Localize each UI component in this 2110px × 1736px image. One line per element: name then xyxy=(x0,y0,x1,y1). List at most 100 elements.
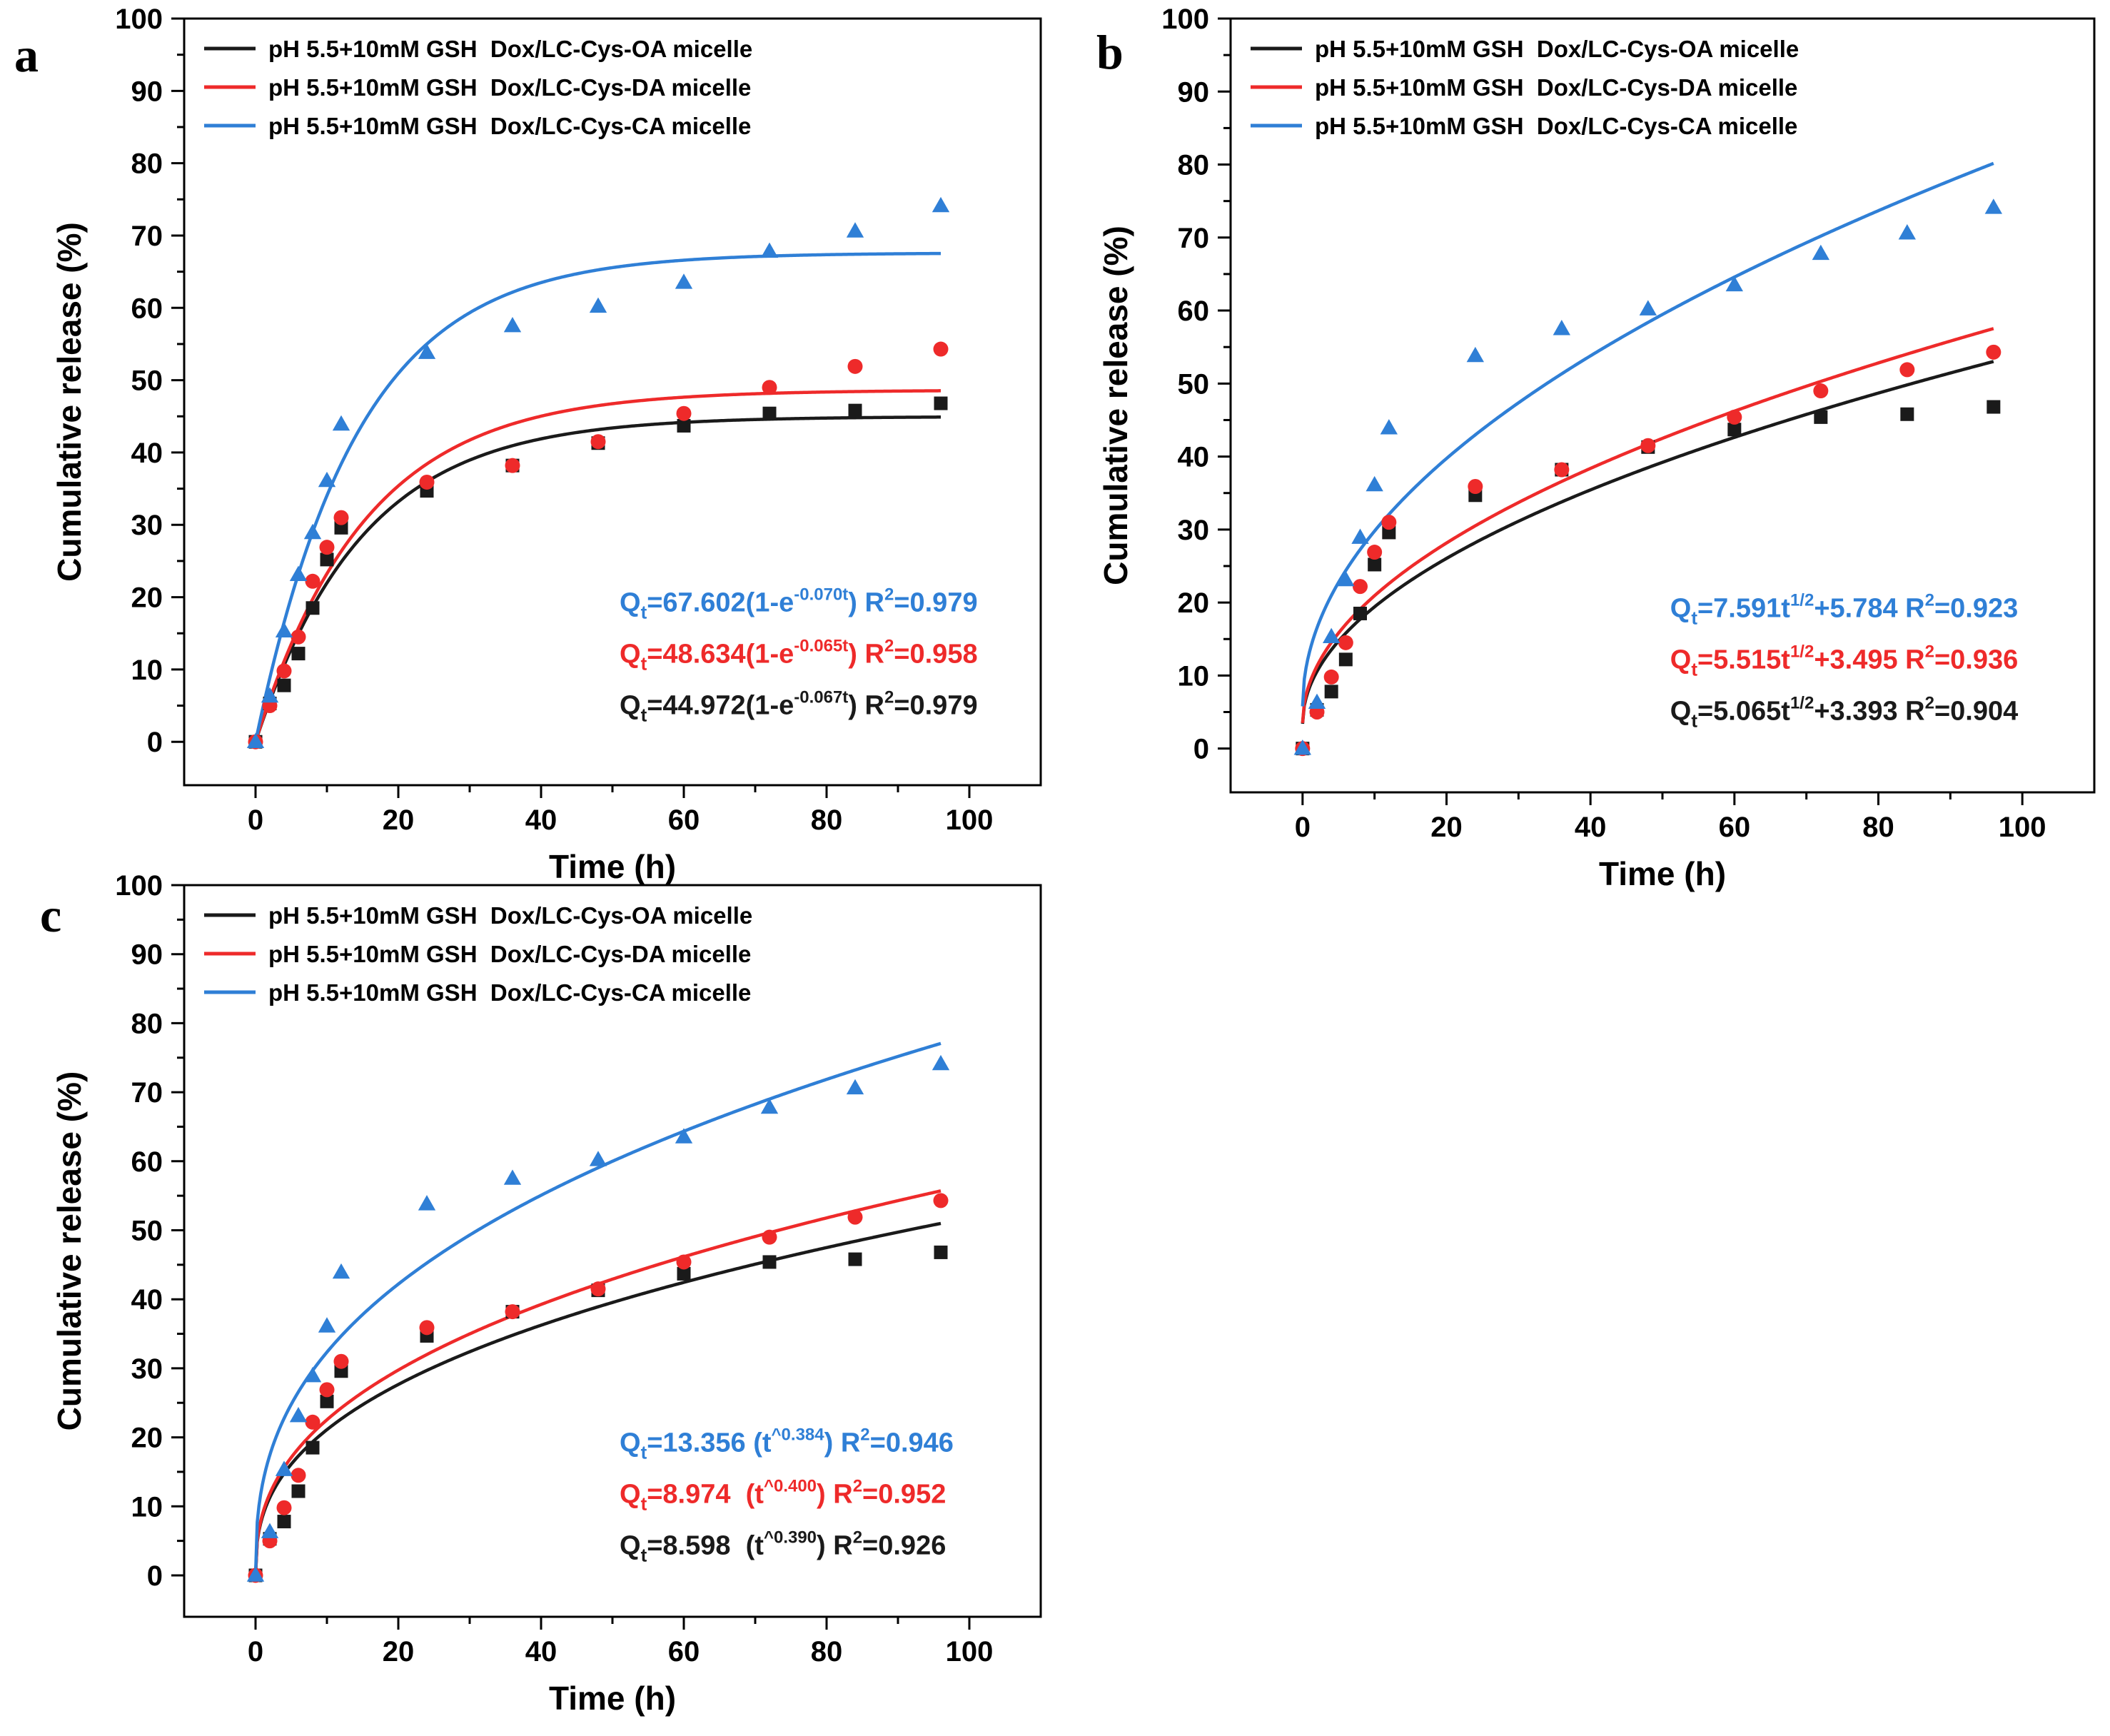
data-point-da xyxy=(847,358,863,374)
equation-part: =13.356 (t xyxy=(647,1428,772,1458)
data-point-oa xyxy=(1900,407,1914,421)
y-tick-label: 40 xyxy=(1178,442,1210,473)
y-tick-label: 30 xyxy=(131,510,163,541)
equation-part: +3.393 R xyxy=(1814,696,1924,726)
equation-part: =0.926 xyxy=(862,1530,946,1560)
data-point-da xyxy=(291,1468,306,1483)
equation-part: =48.634(1-e xyxy=(647,640,794,670)
equation-part: =0.958 xyxy=(894,640,977,670)
y-tick-label: 0 xyxy=(147,1560,163,1592)
equation-part: ) R xyxy=(848,691,884,721)
equation-part: ) R xyxy=(848,588,884,618)
data-point-da xyxy=(847,1209,863,1225)
data-point-da xyxy=(333,1353,349,1369)
y-tick-label: 20 xyxy=(131,582,163,614)
data-point-ca xyxy=(1466,346,1485,363)
data-point-da xyxy=(590,434,606,450)
data-point-oa xyxy=(934,1245,948,1259)
equation-part: 2 xyxy=(1925,590,1934,610)
data-point-ca xyxy=(1984,198,2003,214)
y-tick-label: 0 xyxy=(147,727,163,758)
equation-part: Q xyxy=(620,1428,641,1458)
data-point-ca xyxy=(932,1054,950,1071)
equation-part: 2 xyxy=(853,1476,862,1495)
data-point-oa xyxy=(1353,606,1367,620)
fit-curve-da xyxy=(253,389,942,742)
x-tick-label: 0 xyxy=(248,1636,263,1667)
data-point-ca xyxy=(503,317,522,333)
data-point-ca xyxy=(1639,300,1657,316)
data-point-oa xyxy=(306,1440,320,1455)
panel-letter: c xyxy=(40,888,61,942)
equation-part: =0.923 xyxy=(1934,593,2018,623)
equation-oa: Qt=8.598 (t^0.390) R2=0.926 xyxy=(620,1528,946,1565)
data-point-da xyxy=(419,1320,435,1336)
data-point-oa xyxy=(277,678,291,692)
data-point-ca xyxy=(1380,419,1398,435)
x-tick-label: 40 xyxy=(1575,812,1607,843)
equation-part: 2 xyxy=(1925,693,1934,712)
data-point-da xyxy=(762,1229,777,1245)
legend-label-da: pH 5.5+10mM GSH Dox/LC-Cys-DA micelle xyxy=(268,941,751,967)
data-point-oa xyxy=(1368,557,1382,572)
equation-part: Q xyxy=(620,1479,641,1509)
y-tick-label: 60 xyxy=(131,1146,163,1178)
y-tick-label: 70 xyxy=(131,1077,163,1109)
equation-part: =0.979 xyxy=(894,691,977,721)
y-tick-label: 80 xyxy=(131,148,163,180)
data-point-ca xyxy=(318,1317,336,1333)
legend-label-da: pH 5.5+10mM GSH Dox/LC-Cys-DA micelle xyxy=(1315,74,1797,101)
data-point-ca xyxy=(418,1195,436,1211)
data-point-da xyxy=(319,1382,335,1398)
y-tick-label: 80 xyxy=(131,1008,163,1039)
data-point-oa xyxy=(1338,652,1353,667)
equation-part: Q xyxy=(620,691,641,721)
chart-panel-a: a 0 20 40 60 80 100 0 10 20 30 40 50 60 70 80 90 100 Time … xyxy=(14,4,1042,885)
x-tick-label: 100 xyxy=(946,1636,994,1667)
y-tick-label: 60 xyxy=(1178,296,1210,327)
y-tick-label: 10 xyxy=(131,1491,163,1523)
equation-oa: Qt=44.972(1-e-0.067t) R2=0.979 xyxy=(620,688,978,726)
equation-part: =44.972(1-e xyxy=(647,691,794,721)
equation-part: 1/2 xyxy=(1790,590,1814,610)
equation-part: t xyxy=(641,705,647,726)
y-tick-label: 40 xyxy=(131,438,163,469)
data-point-da xyxy=(1813,383,1829,399)
data-point-ca xyxy=(246,1566,265,1582)
data-point-ca xyxy=(275,1460,293,1476)
data-point-oa xyxy=(1814,410,1828,424)
equation-part: t xyxy=(641,1493,647,1514)
legend-label-ca: pH 5.5+10mM GSH Dox/LC-Cys-CA micelle xyxy=(268,979,751,1006)
data-point-da xyxy=(1367,545,1383,560)
data-point-ca xyxy=(1812,244,1830,261)
equation-ca: Qt=7.591t1/2+5.784 R2=0.923 xyxy=(1670,590,2019,628)
equation-part: =0.946 xyxy=(870,1428,954,1458)
equation-da: Qt=5.515t1/2+3.495 R2=0.936 xyxy=(1670,642,2019,680)
data-point-da xyxy=(590,1281,606,1297)
y-tick-label: 0 xyxy=(1193,734,1209,765)
data-point-ca xyxy=(275,622,293,638)
data-point-da xyxy=(305,1414,320,1430)
data-point-da xyxy=(933,1193,949,1208)
data-point-oa xyxy=(762,406,777,420)
y-tick-label: 100 xyxy=(115,870,163,902)
x-tick-label: 80 xyxy=(1862,812,1894,843)
legend-label-oa: pH 5.5+10mM GSH Dox/LC-Cys-OA micelle xyxy=(268,902,752,929)
data-point-da xyxy=(1554,462,1570,478)
equation-part: t xyxy=(641,653,647,675)
equation-part: Q xyxy=(1670,645,1692,675)
equation-part: 1/2 xyxy=(1790,693,1814,712)
x-tick-label: 80 xyxy=(811,804,843,836)
legend-label-da: pH 5.5+10mM GSH Dox/LC-Cys-DA micelle xyxy=(268,74,751,101)
y-tick-label: 50 xyxy=(1178,368,1210,400)
x-tick-label: 20 xyxy=(1430,812,1463,843)
y-tick-label: 70 xyxy=(131,221,163,252)
data-point-oa xyxy=(334,520,348,535)
equation-part: t xyxy=(641,1544,647,1565)
y-tick-label: 70 xyxy=(1178,223,1210,254)
data-point-ca xyxy=(932,196,950,213)
data-point-ca xyxy=(1293,740,1312,755)
data-point-ca xyxy=(503,1169,522,1185)
y-axis-title: Cumulative release (%) xyxy=(51,222,88,582)
